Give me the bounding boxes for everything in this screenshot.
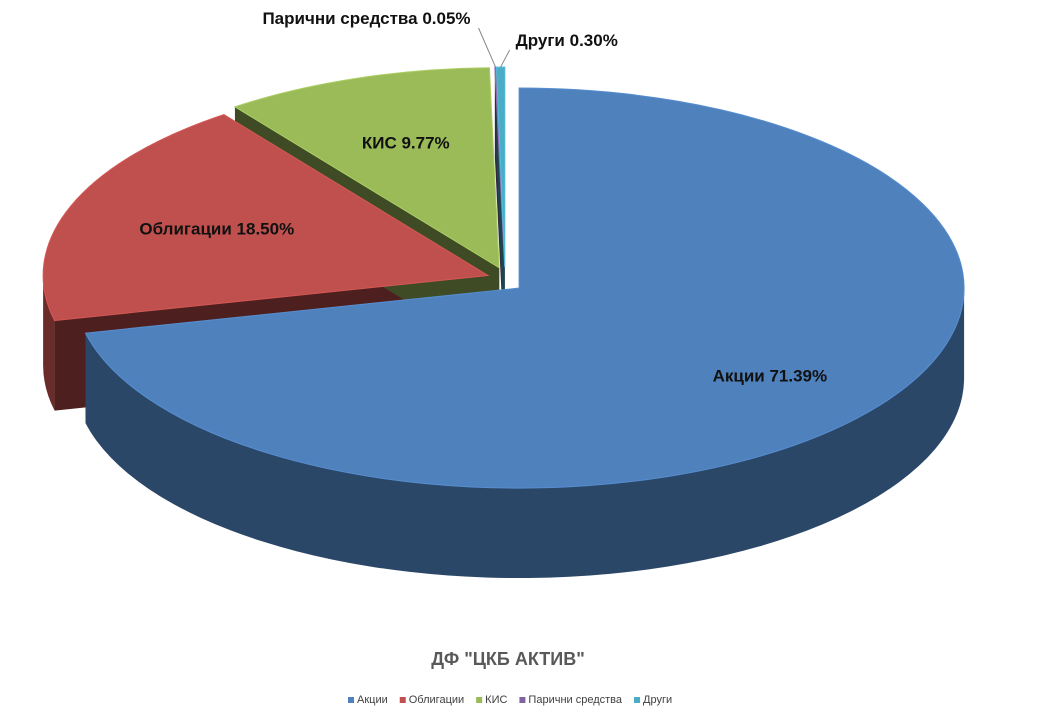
data-label-value: 18.50%: [237, 220, 295, 239]
slice: [233, 67, 500, 269]
legend: Акции Облигации КИС Парични средства Други: [348, 694, 672, 706]
slice-side: [85, 288, 965, 579]
slice: [84, 87, 965, 489]
legend-swatch: [634, 697, 641, 703]
slice: [42, 114, 490, 322]
data-label-value: 71.39%: [769, 367, 827, 386]
data-label: Акции 71.39%: [713, 367, 828, 386]
legend-label: Парични средства: [528, 694, 622, 706]
data-label: Други 0.30%: [516, 31, 618, 50]
data-label-value: 0.05%: [422, 9, 470, 28]
data-label-category: Други: [516, 31, 565, 50]
data-label: Облигации 18.50%: [139, 220, 294, 239]
pie-tops: [42, 66, 965, 489]
legend-label: Акции: [357, 694, 388, 706]
data-label: КИС 9.77%: [362, 134, 450, 153]
data-label-value: 0.30%: [570, 31, 618, 50]
slice: [495, 66, 506, 268]
legend-swatch: [519, 697, 526, 703]
leader-line: [478, 27, 497, 68]
data-label: Парични средства 0.05%: [262, 9, 470, 28]
data-label-value: 9.77%: [401, 134, 449, 153]
legend-label: Други: [643, 694, 672, 706]
legend-label: Облигации: [409, 694, 464, 706]
data-label-category: КИС: [362, 134, 397, 153]
slice-side: [43, 275, 55, 411]
leader-line: [500, 49, 511, 68]
data-label-category: Облигации: [139, 220, 231, 239]
chart-title: ДФ "ЦКБ АКТИВ": [431, 649, 584, 669]
data-label-category: Акции: [713, 367, 765, 386]
legend-swatch: [348, 697, 354, 703]
legend-swatch: [476, 697, 483, 703]
legend-swatch: [399, 697, 406, 703]
legend-label: КИС: [485, 694, 507, 706]
data-label-category: Парични средства: [262, 9, 418, 28]
